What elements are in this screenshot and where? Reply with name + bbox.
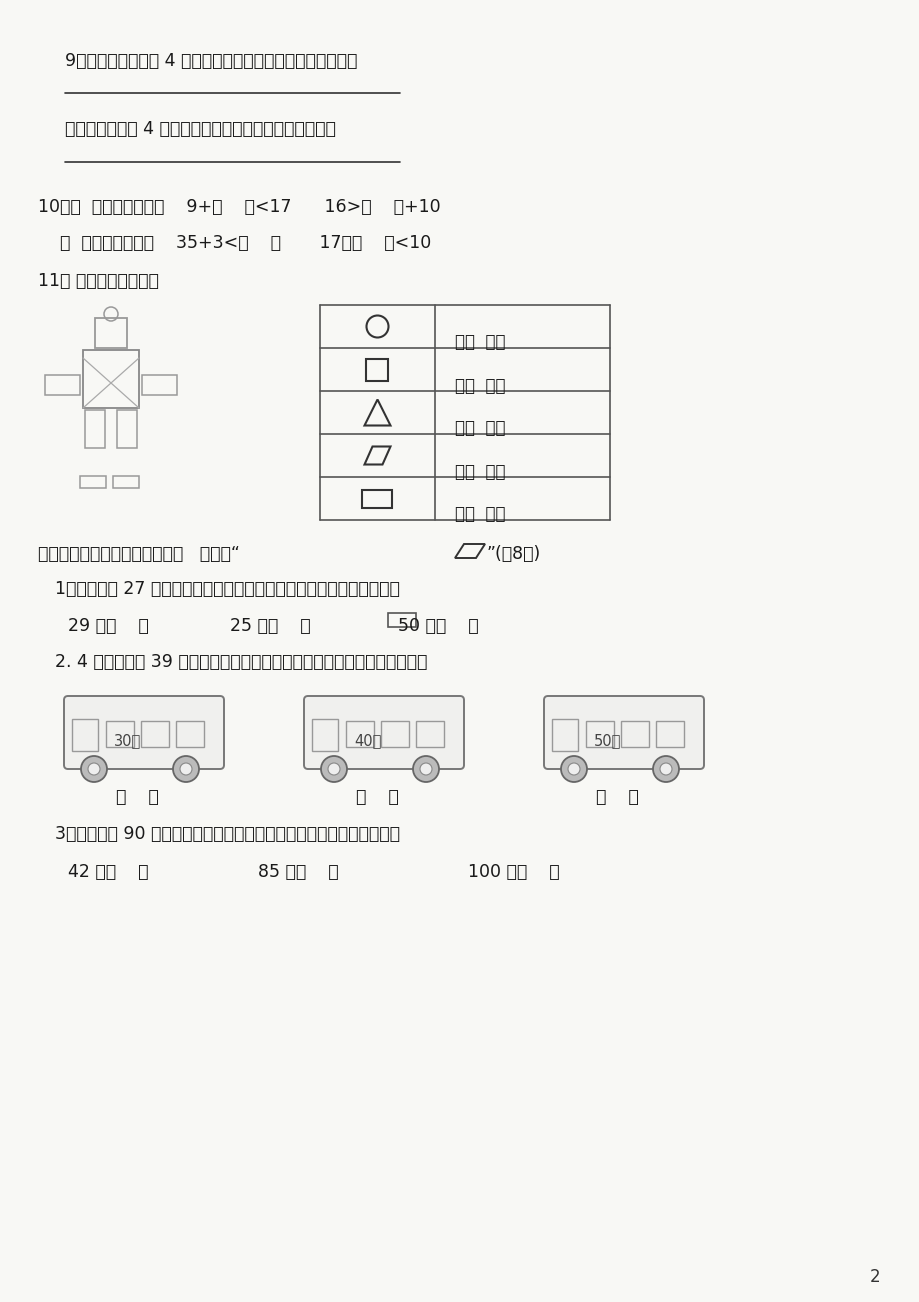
- Bar: [72, 719, 98, 751]
- Circle shape: [328, 763, 340, 775]
- Text: 11． 数一数，填一填。: 11． 数一数，填一填。: [38, 272, 159, 290]
- Circle shape: [88, 763, 100, 775]
- Text: 50 朵（    ）: 50 朵（ ）: [398, 617, 478, 635]
- Bar: [80, 477, 106, 488]
- Text: （    ）: （ ）: [116, 788, 159, 806]
- Text: 有（  ）个: 有（ ）个: [455, 333, 505, 352]
- Text: 10．（  ）里最大填几？    9+（    ）<17      16>（    ）+10: 10．（ ）里最大填几？ 9+（ ）<17 16>（ ）+10: [38, 198, 440, 216]
- Circle shape: [561, 756, 586, 783]
- Bar: [142, 375, 176, 395]
- Text: ”(兲8分): ”(兲8分): [486, 546, 540, 562]
- Bar: [346, 721, 374, 747]
- Bar: [620, 721, 648, 747]
- Circle shape: [567, 763, 579, 775]
- Text: （    ）: （ ）: [596, 788, 638, 806]
- Bar: [113, 477, 139, 488]
- Text: 3．明明做了 90 道口算，兰兰做的比他少得多，兰兰可能做了多少道？: 3．明明做了 90 道口算，兰兰做的比他少得多，兰兰可能做了多少道？: [55, 825, 400, 842]
- Text: 42 道（    ）: 42 道（ ）: [68, 863, 148, 881]
- Text: 有（  ）个: 有（ ）个: [455, 462, 505, 480]
- Bar: [312, 719, 337, 751]
- Bar: [551, 719, 577, 751]
- Bar: [585, 721, 613, 747]
- Text: （    ）: （ ）: [356, 788, 398, 806]
- Bar: [83, 350, 139, 408]
- Circle shape: [173, 756, 199, 783]
- Bar: [388, 613, 415, 628]
- FancyBboxPatch shape: [543, 697, 703, 769]
- Bar: [176, 721, 204, 747]
- Text: （  ）里最小填几？    35+3<（    ）       17－（    ）<10: （ ）里最小填几？ 35+3<（ ） 17－（ ）<10: [38, 234, 431, 253]
- Text: 写出三个十位是 4 的两位数，并按从小到大的顺序排列。: 写出三个十位是 4 的两位数，并按从小到大的顺序排列。: [65, 120, 335, 138]
- Text: 有（  ）个: 有（ ）个: [455, 376, 505, 395]
- Bar: [415, 721, 444, 747]
- Circle shape: [321, 756, 346, 783]
- Text: 85 道（    ）: 85 道（ ）: [257, 863, 338, 881]
- Text: 有（  ）个: 有（ ）个: [455, 505, 505, 523]
- Text: 40座: 40座: [354, 733, 381, 749]
- Circle shape: [81, 756, 107, 783]
- Bar: [655, 721, 683, 747]
- Text: 30座: 30座: [114, 733, 142, 749]
- Text: 9．写出三个个位是 4 的两位数，并按从大到小的顺序排列。: 9．写出三个个位是 4 的两位数，并按从大到小的顺序排列。: [65, 52, 357, 70]
- Text: 100 道（    ）: 100 道（ ）: [468, 863, 559, 881]
- Bar: [141, 721, 169, 747]
- Bar: [366, 358, 388, 380]
- Circle shape: [652, 756, 678, 783]
- Text: 25 朵（    ）: 25 朵（ ）: [230, 617, 311, 635]
- Bar: [106, 721, 134, 747]
- Circle shape: [413, 756, 438, 783]
- FancyBboxPatch shape: [64, 697, 223, 769]
- Text: 三、精挑细选，在正确答案的（   ）里画“: 三、精挑细选，在正确答案的（ ）里画“: [38, 546, 240, 562]
- Bar: [85, 410, 105, 448]
- Text: 2. 4 个老师带领 39 名学生去梅兰芳公园游玩，他们乘哪辆车去比较合适？: 2. 4 个老师带领 39 名学生去梅兰芳公园游玩，他们乘哪辆车去比较合适？: [55, 654, 427, 671]
- Text: 29 朵（    ）: 29 朵（ ）: [68, 617, 149, 635]
- Circle shape: [180, 763, 192, 775]
- Text: 1．小兰做了 27 朵红花，小新做的比她多一些，小新可能做了多少朵？: 1．小兰做了 27 朵红花，小新做的比她多一些，小新可能做了多少朵？: [55, 579, 400, 598]
- Bar: [117, 410, 137, 448]
- Text: 有（  ）个: 有（ ）个: [455, 419, 505, 437]
- Circle shape: [659, 763, 671, 775]
- Circle shape: [420, 763, 432, 775]
- Text: 50座: 50座: [594, 733, 620, 749]
- Bar: [362, 490, 392, 508]
- Bar: [380, 721, 409, 747]
- Bar: [45, 375, 80, 395]
- FancyBboxPatch shape: [303, 697, 463, 769]
- Text: 2: 2: [868, 1268, 879, 1286]
- Bar: [95, 318, 127, 348]
